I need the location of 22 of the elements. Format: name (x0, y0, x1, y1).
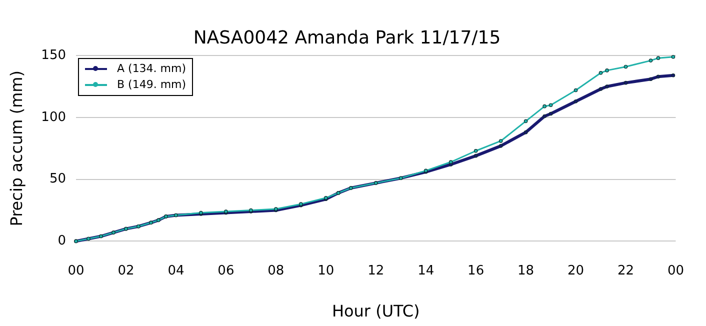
x-tick-label: 14 (418, 263, 434, 278)
x-tick-label: 08 (268, 263, 284, 278)
x-tick-label: 00 (667, 263, 684, 278)
y-tick-label: 50 (49, 172, 66, 187)
x-tick-label: 10 (318, 263, 334, 278)
y-axis-title: Precip accum (mm) (6, 70, 26, 226)
legend-label: B (149. mm) (117, 76, 186, 93)
x-tick-label: 12 (368, 263, 384, 278)
x-tick-label: 16 (468, 263, 484, 278)
x-tick-label: 00 (68, 263, 84, 278)
x-axis-title: Hour (UTC) (332, 302, 420, 321)
x-tick-label: 18 (518, 263, 534, 278)
x-tick-label: 20 (568, 263, 584, 278)
x-tick-label: 04 (168, 263, 184, 278)
y-tick-label: 150 (41, 48, 66, 63)
x-tick-label: 22 (617, 263, 634, 278)
y-tick-label: 0 (58, 234, 66, 249)
legend-label: A (134. mm) (117, 60, 186, 77)
x-tick-label: 02 (118, 263, 134, 278)
x-tick-label: 06 (218, 263, 234, 278)
chart-title: NASA0042 Amanda Park 11/17/15 (193, 27, 501, 48)
y-tick-label: 100 (41, 110, 66, 125)
